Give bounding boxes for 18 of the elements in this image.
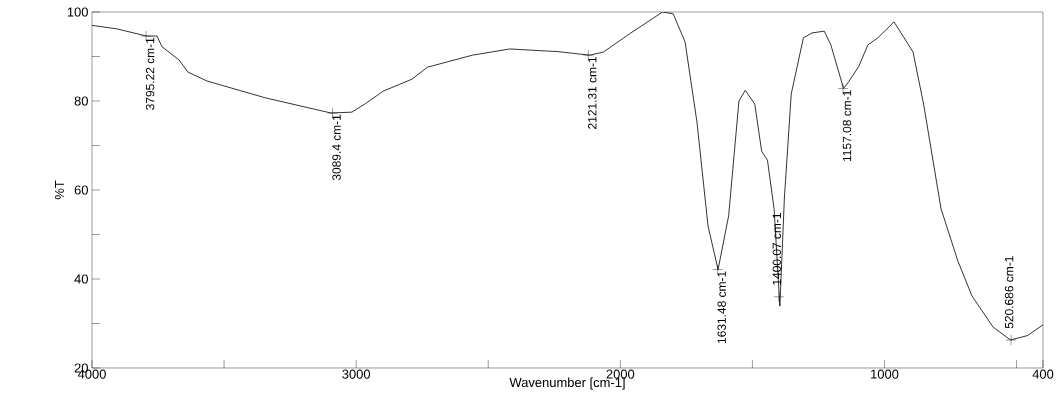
annotation: 520.686 cm-1 xyxy=(1004,256,1014,329)
annotation: 1157.08 cm-1 xyxy=(842,90,852,162)
y-tick-label: 40 xyxy=(74,274,88,284)
x-tick-label: 400 xyxy=(1032,369,1054,379)
annotation: 3089.4 cm-1 xyxy=(332,114,341,181)
annotation: 3795.22 cm-1 xyxy=(145,37,155,110)
y-tick-label: 80 xyxy=(74,96,88,106)
x-axis-title: Wavenumber [cm-1] xyxy=(509,377,625,390)
x-tick-label: 3000 xyxy=(342,369,371,379)
y-axis-title: %T xyxy=(54,180,65,200)
y-tick-label: 60 xyxy=(74,185,88,195)
point xyxy=(1005,334,1017,346)
x-tick-label: 2000 xyxy=(606,369,635,379)
x-tick-label: 1000 xyxy=(871,369,899,379)
annotation: 1400.07 cm-1 xyxy=(772,213,782,285)
annotation: 1631.48 cm-1 xyxy=(717,271,726,344)
y-tick-label: 100 xyxy=(67,7,88,17)
annotation: 2121.31 cm-1 xyxy=(588,56,597,129)
